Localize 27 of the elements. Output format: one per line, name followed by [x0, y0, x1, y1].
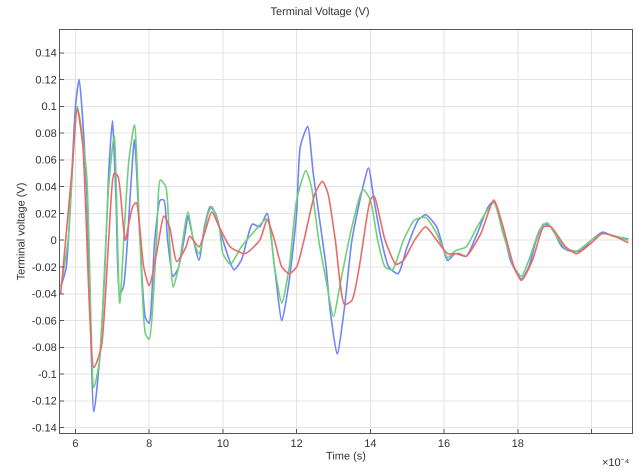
x-tick-label: 12: [290, 438, 303, 450]
y-tick-label: 0.02: [35, 208, 57, 220]
y-tick-label: -0.1: [38, 368, 57, 381]
y-tick-label: 0.04: [35, 182, 57, 194]
y-tick-label: 0.14: [35, 48, 57, 60]
y-tick-label: 0.1: [42, 101, 57, 114]
x-tick-label: 8: [146, 438, 152, 450]
x-axis-title: Time (s): [326, 450, 366, 462]
x-tick-label: 6: [72, 438, 79, 450]
x-tick-label: 14: [364, 438, 376, 450]
x-tick-label: 18: [512, 438, 524, 450]
y-tick-label: -0.14: [32, 422, 57, 434]
y-tick-label: -0.06: [32, 315, 57, 328]
y-tick-label: -0.08: [32, 342, 57, 354]
y-tick-label: 0: [50, 235, 57, 248]
text: ×10⁻⁴: [602, 457, 630, 469]
y-tick-label: -0.12: [32, 396, 57, 408]
y-axis-title: Terminal voltage (V): [15, 182, 28, 280]
y-tick-label: -0.04: [32, 288, 57, 301]
x-tick-label: 10: [216, 438, 230, 450]
y-tick-label: 0.12: [35, 74, 57, 86]
y-tick-label: 0.06: [35, 154, 57, 167]
x-tick-label: 16: [438, 438, 450, 450]
y-tick-label: 0.08: [35, 128, 57, 140]
line-series: [60, 78, 630, 412]
y-tick-label: -0.02: [32, 262, 57, 274]
chart-title: Terminal Voltage (V): [270, 6, 370, 18]
